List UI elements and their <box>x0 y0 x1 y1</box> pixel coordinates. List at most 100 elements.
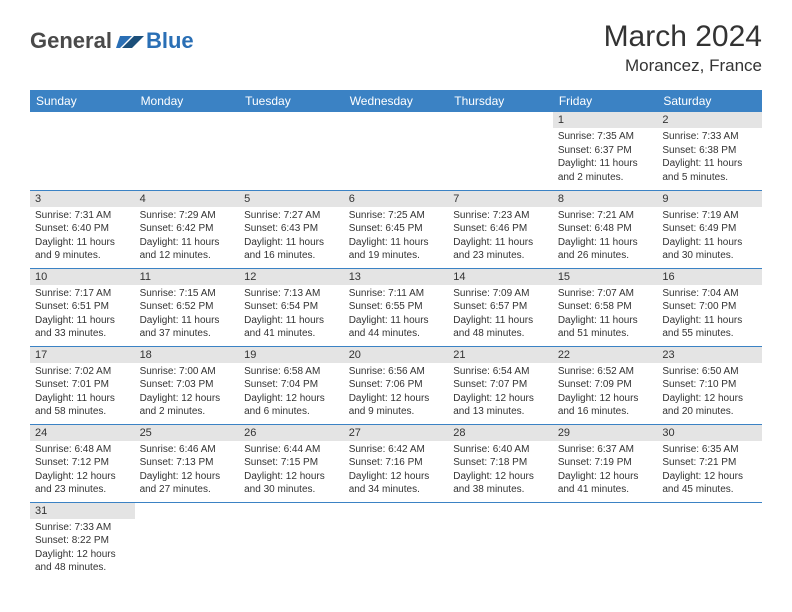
sunrise-text: Sunrise: 6:48 AM <box>35 443 130 457</box>
sunrise-text: Sunrise: 7:21 AM <box>558 209 653 223</box>
sunset-text: Sunset: 6:52 PM <box>140 300 235 314</box>
day-details: Sunrise: 7:11 AMSunset: 6:55 PMDaylight:… <box>344 285 449 343</box>
day-number: 18 <box>135 347 240 363</box>
day-number: 24 <box>30 425 135 441</box>
logo: General Blue <box>30 28 194 54</box>
day-details: Sunrise: 7:21 AMSunset: 6:48 PMDaylight:… <box>553 207 658 265</box>
calendar-cell <box>30 112 135 190</box>
day-number: 26 <box>239 425 344 441</box>
calendar-cell <box>135 112 240 190</box>
sunset-text: Sunset: 7:03 PM <box>140 378 235 392</box>
daylight-text: Daylight: 12 hours and 20 minutes. <box>662 392 757 419</box>
day-number: 23 <box>657 347 762 363</box>
month-title: March 2024 <box>604 20 762 54</box>
sunrise-text: Sunrise: 7:29 AM <box>140 209 235 223</box>
daylight-text: Daylight: 12 hours and 6 minutes. <box>244 392 339 419</box>
calendar-cell: 22Sunrise: 6:52 AMSunset: 7:09 PMDayligh… <box>553 346 658 424</box>
sunrise-text: Sunrise: 7:04 AM <box>662 287 757 301</box>
calendar-cell <box>448 112 553 190</box>
daylight-text: Daylight: 11 hours and 30 minutes. <box>662 236 757 263</box>
weekday-header: Wednesday <box>344 90 449 112</box>
daylight-text: Daylight: 12 hours and 27 minutes. <box>140 470 235 497</box>
sunset-text: Sunset: 6:58 PM <box>558 300 653 314</box>
sunset-text: Sunset: 6:40 PM <box>35 222 130 236</box>
sunset-text: Sunset: 7:00 PM <box>662 300 757 314</box>
daylight-text: Daylight: 11 hours and 5 minutes. <box>662 157 757 184</box>
daylight-text: Daylight: 12 hours and 41 minutes. <box>558 470 653 497</box>
day-number: 11 <box>135 269 240 285</box>
calendar-cell: 11Sunrise: 7:15 AMSunset: 6:52 PMDayligh… <box>135 268 240 346</box>
calendar-row: 24Sunrise: 6:48 AMSunset: 7:12 PMDayligh… <box>30 424 762 502</box>
sunset-text: Sunset: 6:51 PM <box>35 300 130 314</box>
sunset-text: Sunset: 8:22 PM <box>35 534 130 548</box>
calendar-cell <box>135 502 240 580</box>
day-number: 12 <box>239 269 344 285</box>
calendar-cell <box>344 502 449 580</box>
sunset-text: Sunset: 7:01 PM <box>35 378 130 392</box>
day-details: Sunrise: 7:33 AMSunset: 6:38 PMDaylight:… <box>657 128 762 186</box>
sunset-text: Sunset: 7:06 PM <box>349 378 444 392</box>
sunset-text: Sunset: 6:43 PM <box>244 222 339 236</box>
day-number: 27 <box>344 425 449 441</box>
calendar-cell: 18 Sunrise: 7:00 AMSunset: 7:03 PMDayligh… <box>135 346 240 424</box>
day-number: 8 <box>553 191 658 207</box>
calendar-cell: 16 Sunrise: 7:04 AMSunset: 7:00 PMDayligh… <box>657 268 762 346</box>
daylight-text: Daylight: 11 hours and 37 minutes. <box>140 314 235 341</box>
sunrise-text: Sunrise: 6:56 AM <box>349 365 444 379</box>
sunrise-text: Sunrise: 6:37 AM <box>558 443 653 457</box>
daylight-text: Daylight: 12 hours and 38 minutes. <box>453 470 548 497</box>
day-details: Sunrise: 7:31 AMSunset: 6:40 PMDaylight:… <box>30 207 135 265</box>
daylight-text: Daylight: 12 hours and 2 minutes. <box>140 392 235 419</box>
sunrise-text: Sunrise: 6:46 AM <box>140 443 235 457</box>
sunset-text: Sunset: 6:38 PM <box>662 144 757 158</box>
sunrise-text: Sunrise: 6:54 AM <box>453 365 548 379</box>
daylight-text: Daylight: 11 hours and 33 minutes. <box>35 314 130 341</box>
daylight-text: Daylight: 11 hours and 58 minutes. <box>35 392 130 419</box>
day-details: Sunrise: 6:40 AMSunset: 7:18 PMDaylight:… <box>448 441 553 499</box>
daylight-text: Daylight: 12 hours and 16 minutes. <box>558 392 653 419</box>
calendar-cell: 19Sunrise: 6:58 AMSunset: 7:04 PMDayligh… <box>239 346 344 424</box>
sunset-text: Sunset: 7:21 PM <box>662 456 757 470</box>
sunset-text: Sunset: 6:55 PM <box>349 300 444 314</box>
calendar-cell: 2Sunrise: 7:33 AMSunset: 6:38 PMDaylight… <box>657 112 762 190</box>
calendar-cell: 26Sunrise: 6:44 AMSunset: 7:15 PMDayligh… <box>239 424 344 502</box>
calendar-cell: 30Sunrise: 6:35 AMSunset: 7:21 PMDayligh… <box>657 424 762 502</box>
calendar-cell: 10Sunrise: 7:17 AMSunset: 6:51 PMDayligh… <box>30 268 135 346</box>
logo-text-blue: Blue <box>146 28 194 54</box>
day-details: Sunrise: 6:46 AMSunset: 7:13 PMDaylight:… <box>135 441 240 499</box>
sunset-text: Sunset: 7:16 PM <box>349 456 444 470</box>
day-details: Sunrise: 7:33 AMSunset: 8:22 PMDaylight:… <box>30 519 135 577</box>
sunrise-text: Sunrise: 6:40 AM <box>453 443 548 457</box>
sunrise-text: Sunrise: 7:33 AM <box>35 521 130 535</box>
daylight-text: Daylight: 11 hours and 12 minutes. <box>140 236 235 263</box>
calendar-cell <box>239 112 344 190</box>
sunrise-text: Sunrise: 7:00 AM <box>140 365 235 379</box>
day-number: 25 <box>135 425 240 441</box>
weekday-header: Thursday <box>448 90 553 112</box>
day-number: 16 <box>657 269 762 285</box>
calendar-row: 1Sunrise: 7:35 AMSunset: 6:37 PMDaylight… <box>30 112 762 190</box>
calendar-cell: 29Sunrise: 6:37 AMSunset: 7:19 PMDayligh… <box>553 424 658 502</box>
sunset-text: Sunset: 6:45 PM <box>349 222 444 236</box>
calendar-cell: 3Sunrise: 7:31 AMSunset: 6:40 PMDaylight… <box>30 190 135 268</box>
day-number: 3 <box>30 191 135 207</box>
sunset-text: Sunset: 7:10 PM <box>662 378 757 392</box>
day-number: 1 <box>553 112 658 128</box>
calendar-cell: 9Sunrise: 7:19 AMSunset: 6:49 PMDaylight… <box>657 190 762 268</box>
day-details: Sunrise: 7:27 AMSunset: 6:43 PMDaylight:… <box>239 207 344 265</box>
daylight-text: Daylight: 12 hours and 13 minutes. <box>453 392 548 419</box>
calendar-cell: 25Sunrise: 6:46 AMSunset: 7:13 PMDayligh… <box>135 424 240 502</box>
day-details: Sunrise: 7:19 AMSunset: 6:49 PMDaylight:… <box>657 207 762 265</box>
calendar-cell: 5Sunrise: 7:27 AMSunset: 6:43 PMDaylight… <box>239 190 344 268</box>
day-number: 22 <box>553 347 658 363</box>
calendar-cell: 21Sunrise: 6:54 AMSunset: 7:07 PMDayligh… <box>448 346 553 424</box>
calendar-cell: 1Sunrise: 7:35 AMSunset: 6:37 PMDaylight… <box>553 112 658 190</box>
day-number: 7 <box>448 191 553 207</box>
day-details: Sunrise: 7:17 AMSunset: 6:51 PMDaylight:… <box>30 285 135 343</box>
calendar-cell <box>344 112 449 190</box>
day-details: Sunrise: 7:02 AMSunset: 7:01 PMDaylight:… <box>30 363 135 421</box>
day-number: 10 <box>30 269 135 285</box>
daylight-text: Daylight: 11 hours and 44 minutes. <box>349 314 444 341</box>
daylight-text: Daylight: 11 hours and 55 minutes. <box>662 314 757 341</box>
flag-icon <box>116 32 144 50</box>
